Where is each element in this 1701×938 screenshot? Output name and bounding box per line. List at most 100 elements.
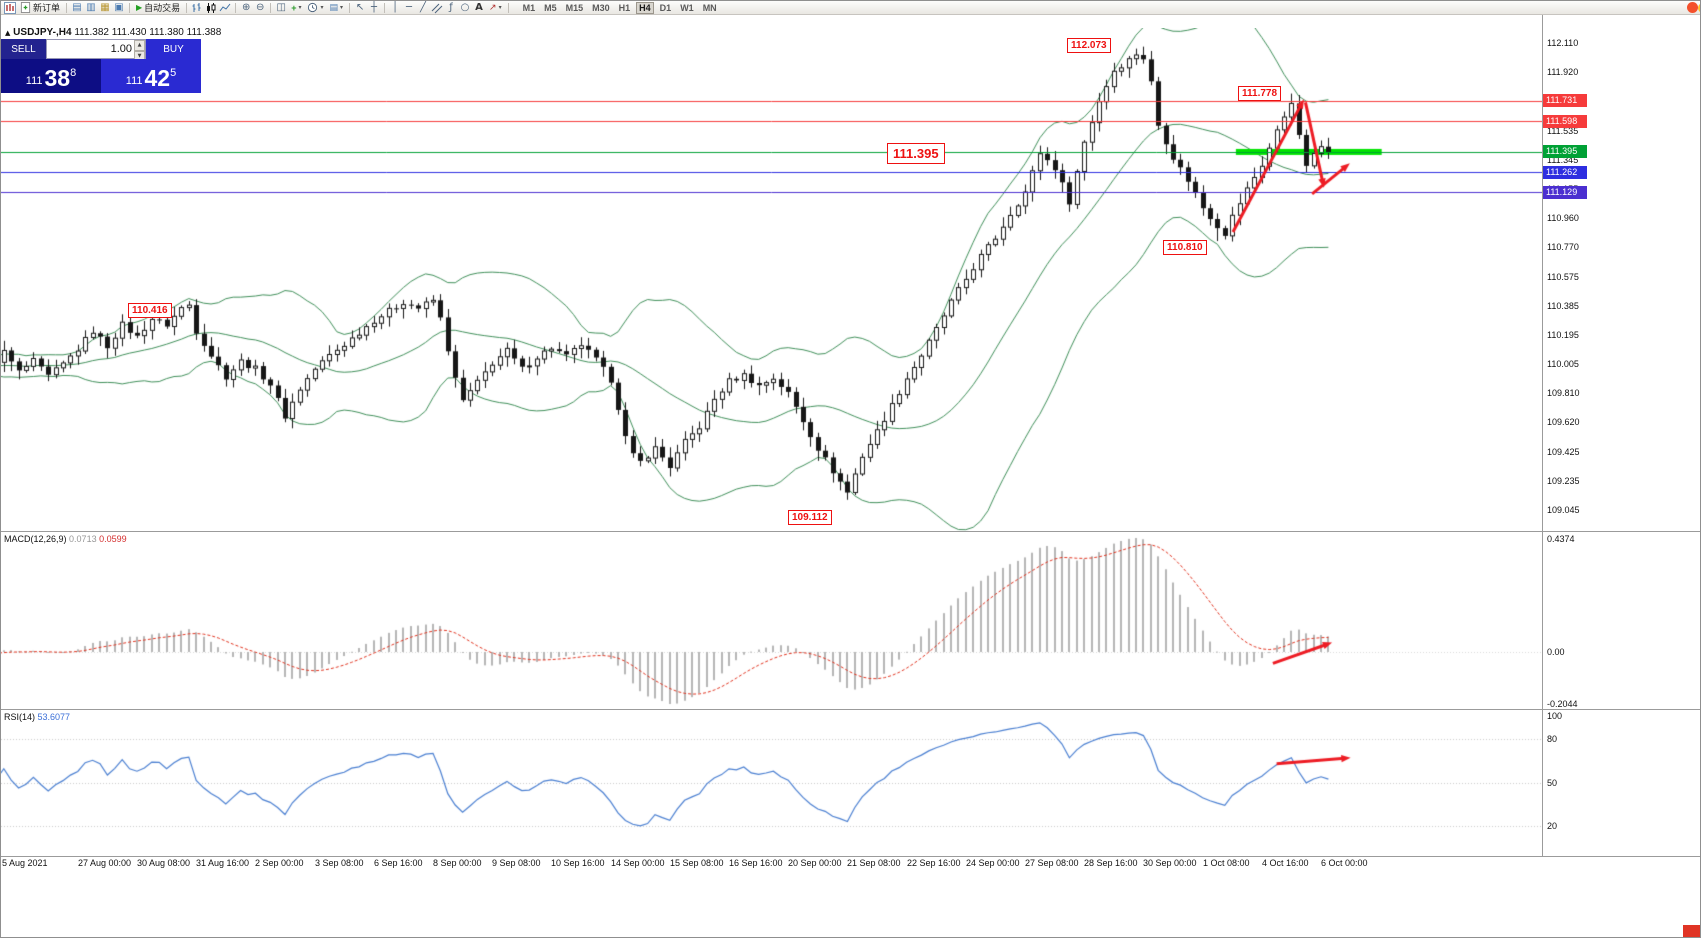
bar-chart-icon[interactable] <box>190 1 204 14</box>
pane-separator[interactable] <box>1 531 1700 532</box>
price-line-tag: 111.598 <box>1543 115 1587 128</box>
price-tick: 111.345 <box>1547 155 1579 165</box>
ask-price-button[interactable]: 111 42 5 <box>101 59 201 93</box>
price-tick: 110.005 <box>1547 359 1579 369</box>
channel-icon[interactable] <box>430 1 444 14</box>
rsi-scale-tick: 80 <box>1547 734 1558 744</box>
ask-prefix: 111 <box>125 75 143 87</box>
timeframe-m15[interactable]: M15 <box>565 2 584 13</box>
rsi-scale-tick: 50 <box>1547 778 1558 788</box>
timeframe-m30[interactable]: M30 <box>592 2 610 13</box>
volume-increase-button[interactable]: ▲ <box>134 40 145 51</box>
bid-sup-digit: 8 <box>70 67 77 79</box>
macd-scale-tick: 0.4374 <box>1547 534 1575 544</box>
price-callout: 110.810 <box>1163 240 1207 255</box>
indicators-button[interactable]: + ▾ <box>288 1 304 14</box>
tile-windows-icon[interactable]: ◫ <box>276 2 286 13</box>
price-tick: 112.110 <box>1547 38 1579 48</box>
time-axis-label: 28 Sep 16:00 <box>1084 858 1138 868</box>
toolbar-separator <box>349 2 351 13</box>
data-window-icon[interactable]: ▥ <box>86 2 96 13</box>
shapes-icon[interactable]: ○ <box>460 2 470 13</box>
time-axis-label: 15 Sep 08:00 <box>670 858 724 868</box>
macd-canvas[interactable] <box>1 532 1542 709</box>
time-axis-label: 4 Oct 16:00 <box>1262 858 1309 868</box>
price-callout: 109.112 <box>788 510 832 525</box>
templates-button[interactable]: ▤ ▾ <box>326 1 346 14</box>
chevron-down-icon: ▾ <box>320 4 324 11</box>
time-axis-label: 30 Sep 00:00 <box>1143 858 1197 868</box>
bid-price-button[interactable]: 111 38 8 <box>1 59 101 93</box>
arrows-tool-button[interactable]: ↗ ▾ <box>486 1 505 14</box>
toolbar-separator <box>270 2 272 13</box>
ask-big-digits: 42 <box>144 65 171 91</box>
price-axis-separator <box>1542 15 1543 856</box>
time-axis-label: 8 Sep 00:00 <box>433 858 482 868</box>
rsi-scale-tick: 100 <box>1547 711 1563 721</box>
autotrading-button[interactable]: ▶ 自动交易 <box>133 1 183 14</box>
timeframe-bar: M1 M5 M15 M30 H1 H4 D1 W1 MN <box>520 1 720 14</box>
text-icon[interactable]: A <box>475 2 483 13</box>
price-line-tag: 111.395 <box>1543 145 1587 158</box>
cursor-icon[interactable]: ↖ <box>355 2 365 13</box>
macd-value-2: 0.0599 <box>99 534 127 544</box>
chart-expand-icon[interactable]: ▲ <box>5 29 11 37</box>
price-tick: 111.920 <box>1547 67 1579 77</box>
sell-button[interactable]: SELL <box>1 39 46 59</box>
volume-spinner: ▲ ▼ <box>134 40 145 62</box>
crosshair-icon[interactable]: ┼ <box>371 2 378 13</box>
price-line-tag: 111.262 <box>1543 166 1587 179</box>
trendline-icon[interactable]: ╱ <box>420 2 427 13</box>
ohlc-values: 111.382 111.430 111.380 111.388 <box>74 27 222 38</box>
line-chart-icon[interactable] <box>218 1 232 14</box>
symbol-timeframe-label: USDJPY-,H4 <box>13 27 72 38</box>
indicators-plus-icon: + <box>291 2 297 13</box>
time-axis-separator <box>1 856 1700 857</box>
new-chart-icon[interactable] <box>3 1 17 14</box>
timeframe-h1[interactable]: H1 <box>618 2 631 13</box>
template-icon: ▤ <box>329 2 338 13</box>
price-tick: 110.195 <box>1547 330 1579 340</box>
rsi-scale-tick: 20 <box>1547 821 1558 831</box>
price-tick: 110.575 <box>1547 272 1579 282</box>
navigator-icon[interactable]: ▦ <box>100 2 110 13</box>
price-tick: 110.385 <box>1547 301 1579 311</box>
volume-value[interactable]: 1.00 <box>110 43 132 55</box>
timeframe-h4[interactable]: H4 <box>636 1 654 14</box>
terminal-icon[interactable]: ▣ <box>114 2 124 13</box>
timeframe-mn[interactable]: MN <box>702 2 717 13</box>
notification-icon <box>1698 3 1700 13</box>
horizontal-line-icon[interactable]: ─ <box>406 2 413 13</box>
rsi-canvas[interactable] <box>1 710 1542 856</box>
chevron-down-icon: ▾ <box>498 4 502 11</box>
time-axis-label: 24 Sep 00:00 <box>966 858 1020 868</box>
pane-separator[interactable] <box>1 709 1700 710</box>
time-axis-label: 27 Sep 08:00 <box>1025 858 1079 868</box>
macd-indicator-label: MACD(12,26,9) 0.0713 0.0599 <box>4 534 127 544</box>
timeframe-m1[interactable]: M1 <box>522 2 536 13</box>
time-axis-label: 16 Sep 16:00 <box>729 858 783 868</box>
volume-field[interactable]: 1.00 ▲ ▼ <box>46 39 146 62</box>
timeframe-d1[interactable]: D1 <box>659 2 672 13</box>
zoom-out-icon[interactable]: ⊖ <box>255 2 265 13</box>
timeframe-w1[interactable]: W1 <box>680 2 694 13</box>
new-order-button[interactable]: 新订单 <box>17 1 63 14</box>
timeframe-m5[interactable]: M5 <box>544 2 557 13</box>
periods-button[interactable]: ▾ <box>304 1 326 14</box>
autotrading-play-icon: ▶ <box>136 3 143 12</box>
zoom-in-icon[interactable]: ⊕ <box>241 2 251 13</box>
candlestick-chart-icon[interactable] <box>204 1 218 14</box>
price-tick: 110.770 <box>1547 242 1579 252</box>
vertical-line-icon[interactable]: │ <box>392 2 399 13</box>
buy-button[interactable]: BUY <box>146 39 201 59</box>
fibonacci-icon[interactable]: ƒ <box>449 2 453 13</box>
market-watch-icon[interactable]: ▤ <box>72 2 82 13</box>
price-tick: 109.045 <box>1547 505 1580 515</box>
price-callout: 111.778 <box>1238 86 1282 101</box>
time-axis-label: 3 Sep 08:00 <box>315 858 364 868</box>
toolbar-separator <box>129 2 131 13</box>
time-axis-label: 31 Aug 16:00 <box>196 858 250 868</box>
price-callout: 112.073 <box>1067 38 1111 53</box>
main-chart-canvas[interactable] <box>1 28 1542 531</box>
